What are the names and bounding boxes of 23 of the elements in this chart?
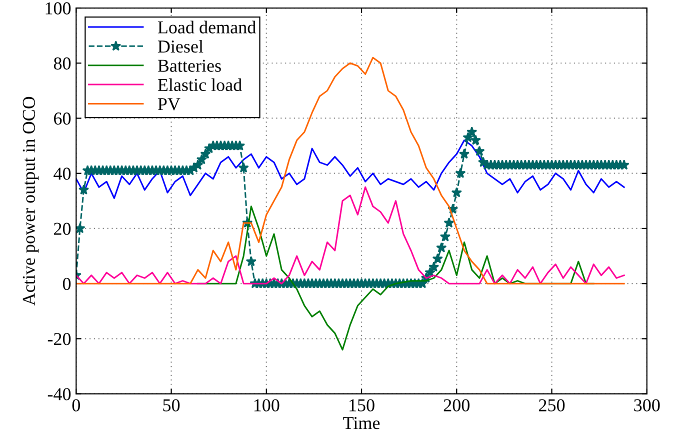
x-tick-label: 250 [539,399,565,412]
y-tick-label: 60 [54,112,71,125]
legend-label: Elastic load [158,78,242,92]
x-tick-label: 200 [444,399,470,412]
x-tick-label: 300 [634,399,660,412]
line-series [76,56,625,284]
y-tick-label: -40 [48,388,71,400]
x-tick-label: 0 [72,399,80,412]
y-tick-label: 80 [54,57,71,70]
x-tick-label: 50 [163,399,180,412]
y-axis-title: Active power output in OCO [22,96,39,306]
legend-label: Diesel [158,40,204,53]
legend-label: Batteries [158,60,221,72]
y-tick-label: 0 [62,278,71,290]
x-tick-label: 150 [350,399,374,412]
x-tick-label: 100 [254,399,280,412]
y-tick-label: 100 [46,2,71,14]
x-axis-title: Time [343,417,380,430]
y-tick-label: 20 [54,222,71,235]
y-tick-label: 40 [54,168,71,180]
y-tick-label: -20 [48,332,71,346]
legend-label: Load demand [158,20,256,34]
legend-label: PV [158,98,180,110]
